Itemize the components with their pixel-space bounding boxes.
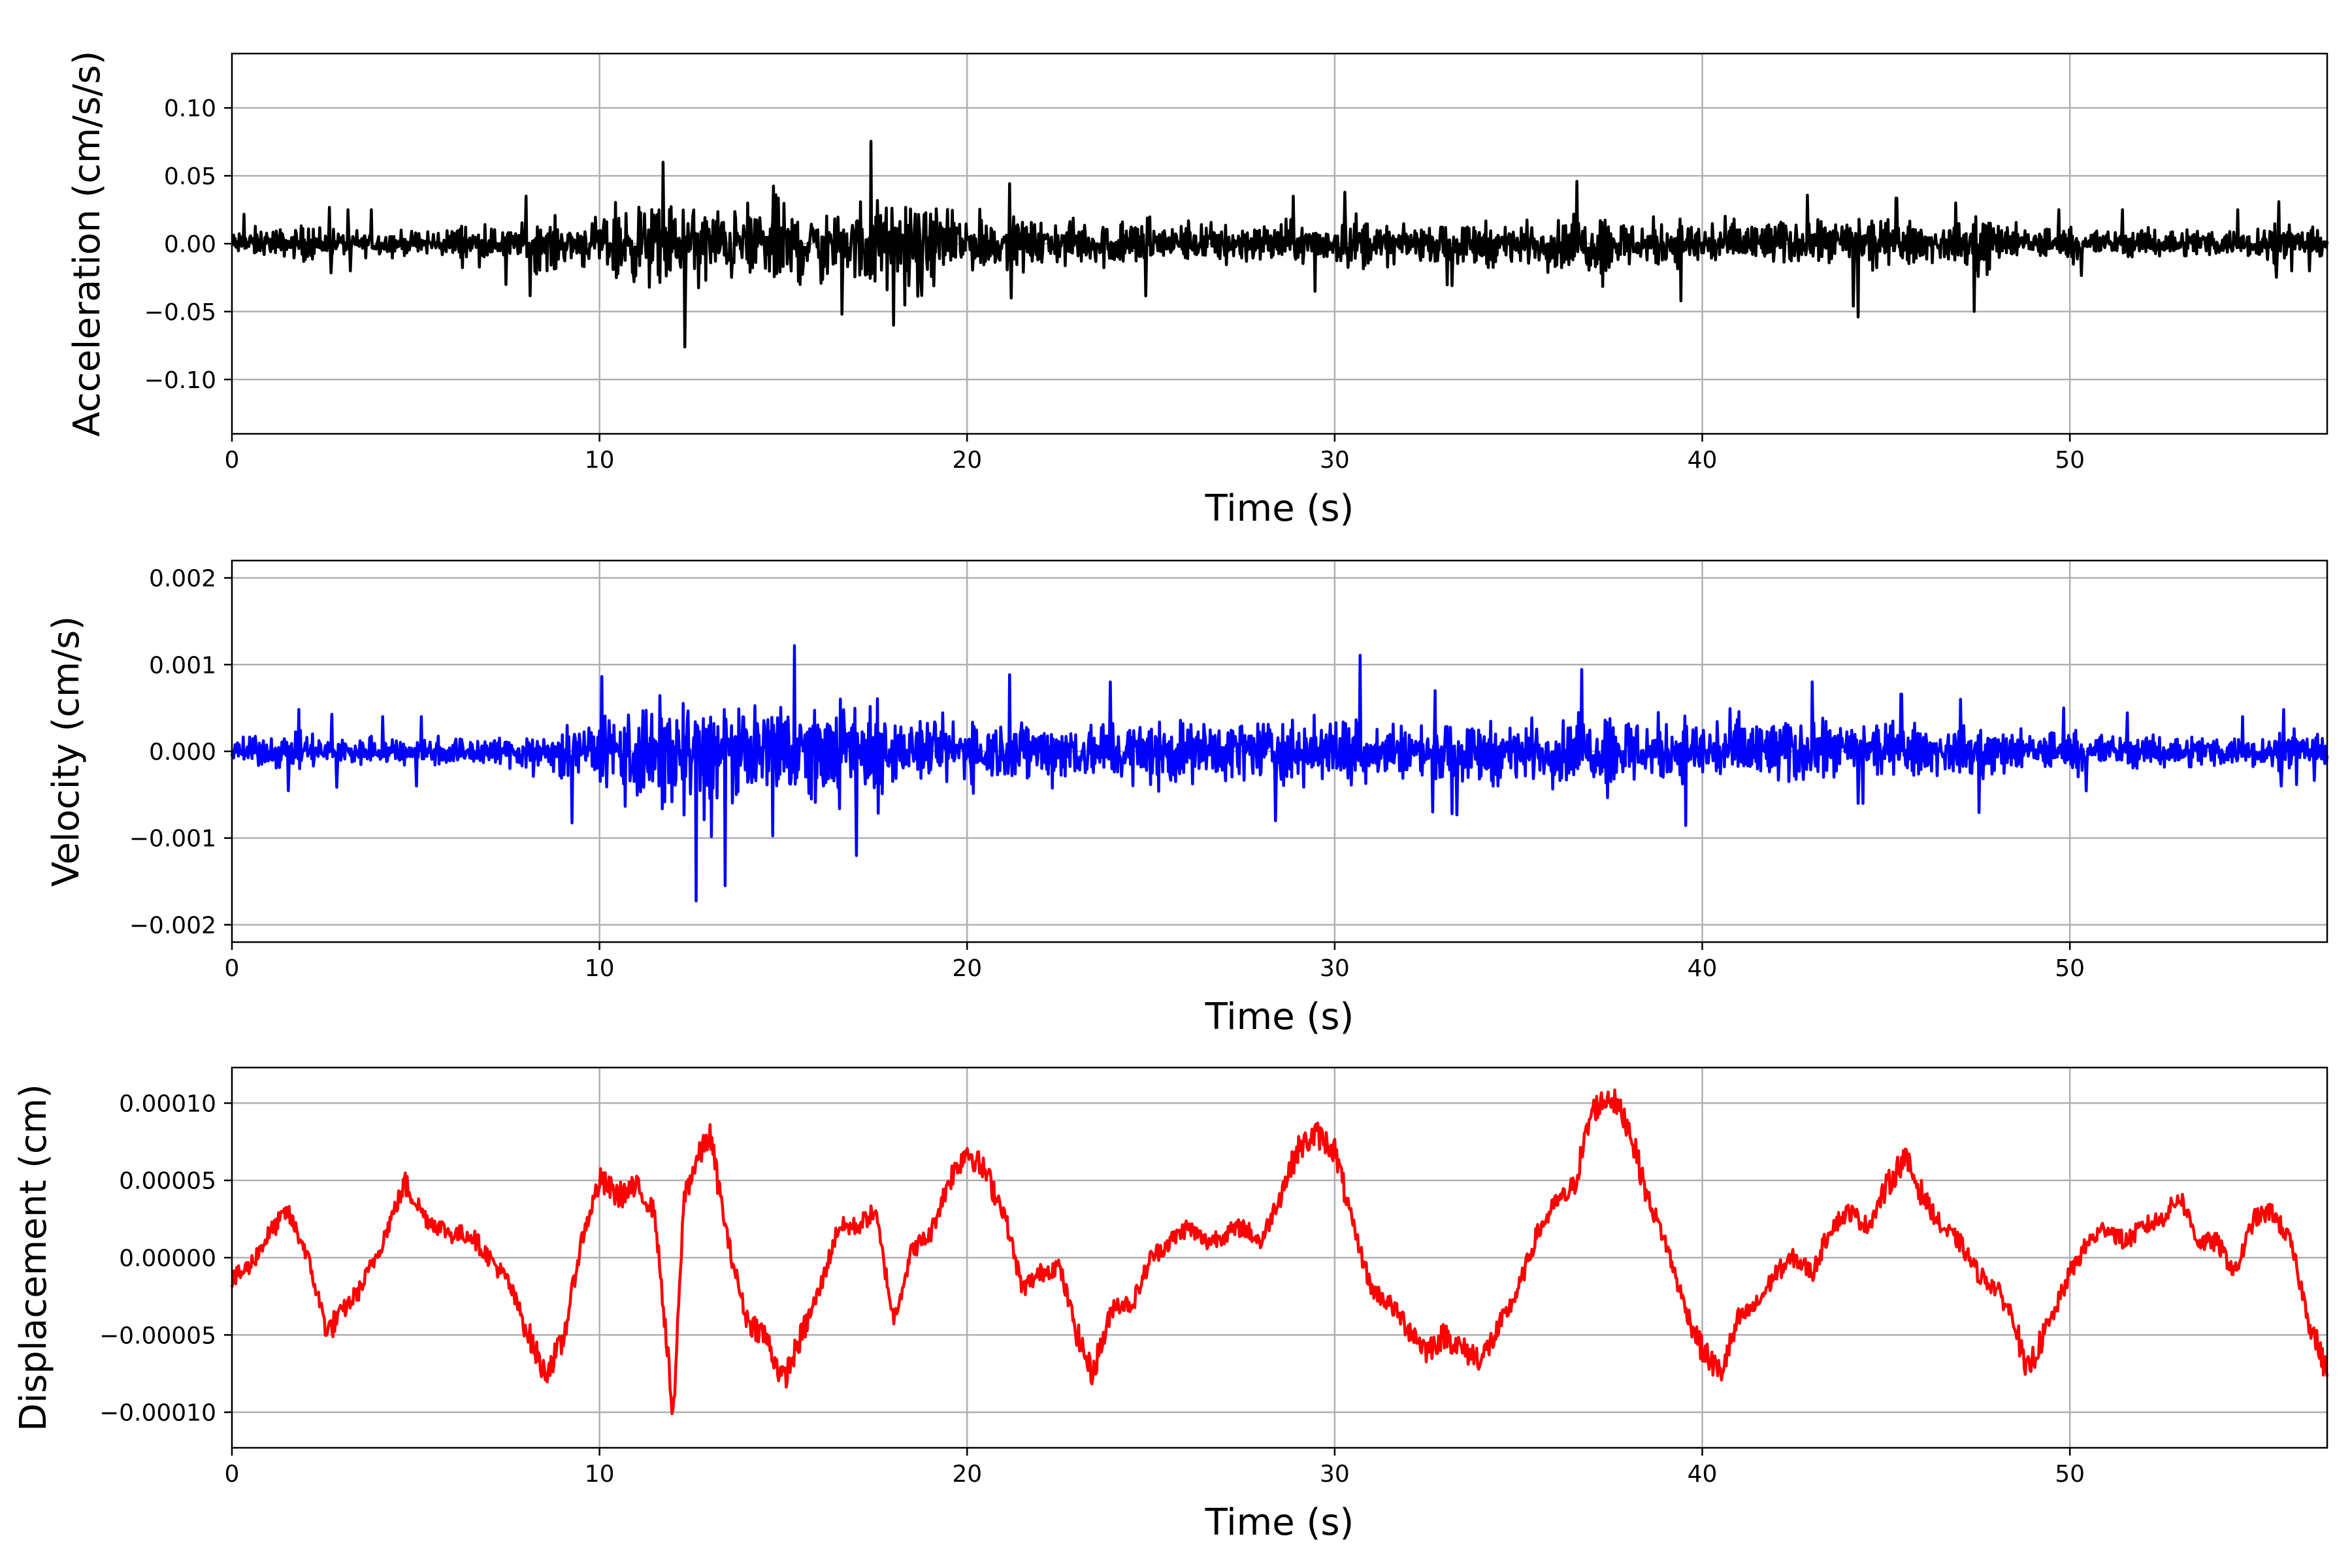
velocity-x-axis-label: Time (s) xyxy=(1205,996,1354,1038)
displacement-x-tick-label: 0 xyxy=(225,1461,240,1488)
velocity-y-tick-label: 0.000 xyxy=(149,739,216,766)
acceleration-y-tick-label: 0.05 xyxy=(164,163,216,190)
displacement-x-tick-label: 40 xyxy=(1688,1461,1718,1488)
velocity-x-tick-label: 0 xyxy=(225,955,240,982)
acceleration-x-tick-label: 40 xyxy=(1688,447,1718,474)
velocity-x-tick-label: 50 xyxy=(2055,955,2085,982)
velocity-y-tick-label: 0.002 xyxy=(149,566,216,593)
acceleration-panel: 0 10 20 30 40 50 −0.10 −0.05 0.00 0.05 0.10 Time (… xyxy=(66,51,2329,530)
displacement-grid xyxy=(231,1068,2327,1448)
velocity-x-tick-label: 10 xyxy=(585,955,615,982)
acceleration-trace xyxy=(231,140,2329,349)
velocity-y-tick-label: 0.001 xyxy=(149,652,216,679)
acceleration-y-tick-label: −0.05 xyxy=(144,299,216,326)
velocity-trace xyxy=(230,644,2329,903)
displacement-x-tick-label: 20 xyxy=(952,1461,982,1488)
acceleration-line xyxy=(231,140,2329,349)
acceleration-y-tick-label: −0.10 xyxy=(144,367,216,394)
displacement-x-tick-label: 50 xyxy=(2055,1461,2085,1488)
displacement-plot-frame xyxy=(231,1066,2328,1449)
acceleration-ticks: 0 10 20 30 40 50 −0.10 −0.05 0.00 0.05 0.10 xyxy=(144,95,2085,474)
displacement-y-axis-label: Displacement (cm) xyxy=(12,1084,55,1431)
velocity-panel: 0 10 20 30 40 50 −0.002 −0.001 0.000 0.001 0.002 T… xyxy=(45,559,2329,1038)
displacement-y-tick-label: −0.00005 xyxy=(99,1322,216,1349)
displacement-y-tick-label: −0.00010 xyxy=(99,1400,216,1427)
velocity-x-tick-label: 30 xyxy=(1320,955,1350,982)
acceleration-plot-frame xyxy=(231,52,2328,435)
displacement-panel: 0 10 20 30 40 50 −0.00010 −0.00005 0.00000 0.0000… xyxy=(12,1066,2329,1544)
velocity-y-axis-label: Velocity (cm/s) xyxy=(45,616,88,887)
displacement-ticks: 0 10 20 30 40 50 −0.00010 −0.00005 0.00000 0.0000… xyxy=(99,1090,2085,1488)
velocity-line xyxy=(230,644,2329,903)
acceleration-y-tick-label: 0.00 xyxy=(164,231,216,258)
acceleration-x-axis-label: Time (s) xyxy=(1205,487,1354,530)
displacement-x-tick-label: 30 xyxy=(1320,1461,1350,1488)
acceleration-x-tick-label: 0 xyxy=(225,447,240,474)
velocity-plot-frame xyxy=(231,559,2328,943)
velocity-ticks: 0 10 20 30 40 50 −0.002 −0.001 0.000 0.001 0.002 xyxy=(129,566,2085,982)
displacement-y-tick-label: 0.00010 xyxy=(119,1090,216,1117)
displacement-trace xyxy=(230,1088,2329,1416)
acceleration-x-tick-label: 50 xyxy=(2055,447,2085,474)
velocity-y-tick-label: −0.002 xyxy=(129,912,216,939)
displacement-x-axis-label: Time (s) xyxy=(1205,1501,1354,1544)
displacement-line xyxy=(230,1088,2329,1416)
acceleration-x-tick-label: 30 xyxy=(1320,447,1350,474)
acceleration-x-tick-label: 10 xyxy=(585,447,615,474)
velocity-x-tick-label: 20 xyxy=(952,955,982,982)
acceleration-x-tick-label: 20 xyxy=(952,447,982,474)
acceleration-y-axis-label: Acceleration (cm/s/s) xyxy=(66,51,108,437)
displacement-y-tick-label: 0.00005 xyxy=(119,1168,216,1195)
velocity-x-tick-label: 40 xyxy=(1688,955,1718,982)
displacement-y-tick-label: 0.00000 xyxy=(119,1245,216,1272)
acceleration-y-tick-label: 0.10 xyxy=(164,95,216,122)
displacement-x-tick-label: 10 xyxy=(585,1461,615,1488)
velocity-y-tick-label: −0.001 xyxy=(129,826,216,853)
